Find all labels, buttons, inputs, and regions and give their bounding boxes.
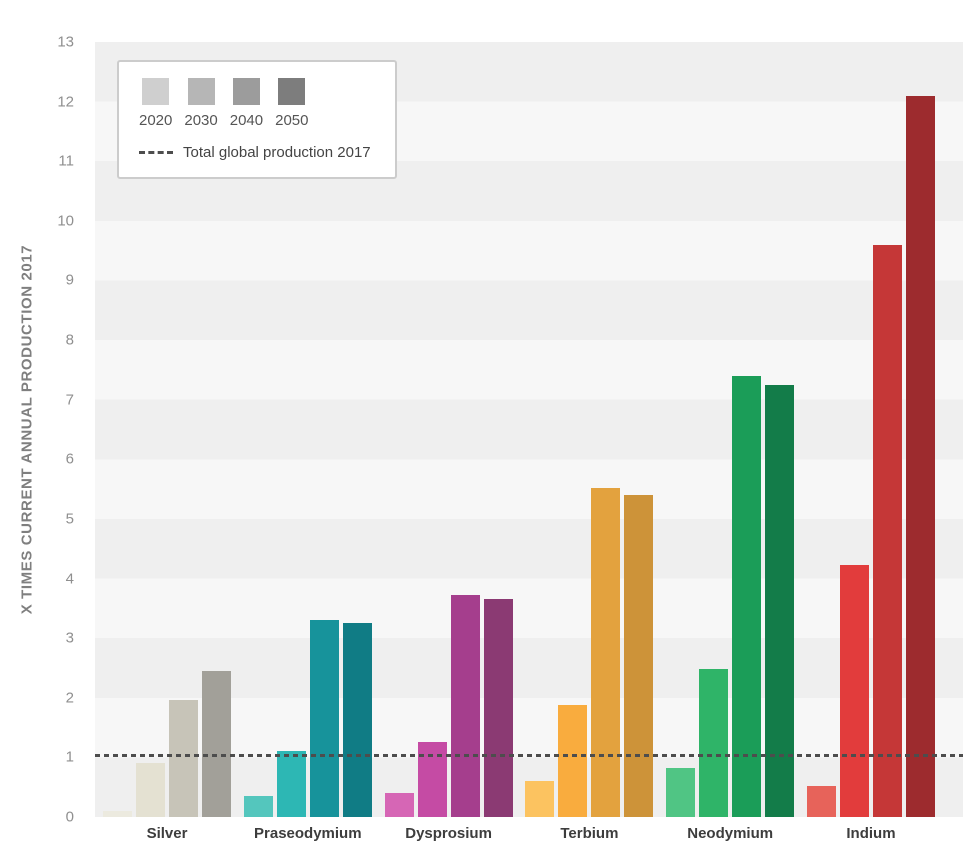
bar-silver-2050	[202, 670, 231, 817]
bar-terbium-2050	[624, 495, 654, 817]
bar-neodymium-2020	[666, 768, 696, 817]
bar-indium-2030	[839, 565, 869, 817]
legend: 2020 2030 2040 2050 Total global product…	[117, 60, 397, 179]
bar-dysprosium-2050	[483, 599, 513, 817]
bar-group-indium	[806, 42, 935, 817]
bar-terbium-2040	[591, 487, 621, 817]
legend-swatch-2050-icon	[278, 78, 306, 105]
bar-group-neodymium	[666, 42, 795, 817]
bar-neodymium-2040	[732, 375, 762, 817]
y-tick-label: 9	[65, 271, 74, 289]
bar-indium-2020	[806, 786, 836, 817]
bar-silver-2040	[169, 699, 198, 817]
x-category-label-indium: Indium	[846, 825, 896, 842]
y-tick-label: 4	[65, 570, 74, 588]
bar-indium-2040	[872, 244, 902, 817]
y-tick-label: 8	[65, 331, 74, 349]
y-tick-label: 0	[65, 808, 74, 826]
legend-year-label: 2020	[139, 112, 173, 129]
bar-silver-2020	[103, 811, 132, 817]
legend-year-2020: 2020	[139, 78, 172, 129]
x-category-label-silver: Silver	[146, 825, 188, 842]
x-category-label-dysprosium: Dysprosium	[405, 825, 492, 842]
y-tick-label: 1	[65, 748, 74, 766]
legend-reference-row: Total global production 2017	[139, 144, 371, 161]
legend-year-label: 2030	[184, 112, 218, 129]
bar-praseodymium-2040	[309, 620, 339, 817]
y-tick-label: 5	[65, 510, 74, 528]
legend-year-label: 2040	[229, 112, 264, 129]
x-category-label-praseodymium: Praseodymium	[254, 825, 362, 842]
bar-dysprosium-2020	[384, 793, 414, 817]
legend-swatch-2040-icon	[232, 78, 260, 105]
x-category-label-neodymium: Neodymium	[687, 825, 774, 842]
y-tick-label: 3	[65, 629, 74, 647]
bar-group-dysprosium	[384, 42, 513, 817]
legend-year-2050: 2050	[275, 78, 309, 129]
dashed-line-icon	[139, 151, 173, 154]
bar-neodymium-2030	[699, 669, 729, 817]
legend-swatch-2030-icon	[187, 78, 215, 105]
reference-line	[95, 754, 963, 758]
y-tick-label: 2	[65, 689, 74, 707]
bar-dysprosium-2040	[450, 595, 480, 817]
legend-year-label: 2050	[275, 112, 309, 129]
y-tick-label: 10	[57, 212, 74, 230]
y-tick-label: 13	[57, 33, 74, 51]
x-category-label-terbium: Terbium	[560, 825, 619, 842]
bar-praseodymium-2030	[276, 751, 306, 817]
y-tick-label: 12	[57, 93, 74, 111]
bar-group-silver	[103, 42, 231, 817]
bar-silver-2030	[136, 763, 165, 817]
x-axis: Silver Praseodymium Dysprosium Terbium Neody…	[103, 825, 935, 842]
bar-group-terbium	[525, 42, 654, 817]
bar-indium-2050	[905, 95, 935, 817]
y-tick-label: 6	[65, 450, 74, 468]
bar-group-praseodymium	[243, 42, 372, 817]
bar-praseodymium-2020	[243, 796, 273, 817]
legend-years-row: 2020 2030 2040 2050	[139, 78, 371, 129]
bar-terbium-2030	[558, 704, 588, 817]
legend-year-2040: 2040	[230, 78, 263, 129]
y-axis: 0 1 2 3 4 5 6 7 8 9 10 11 12 13	[0, 35, 88, 825]
y-tick-label: 7	[65, 391, 74, 409]
legend-reference-label: Total global production 2017	[183, 144, 371, 161]
y-tick-label: 11	[58, 152, 74, 170]
bar-praseodymium-2050	[342, 623, 372, 817]
plot-area: 2020 2030 2040 2050 Total global product…	[95, 42, 963, 817]
bar-terbium-2020	[525, 781, 555, 817]
legend-year-2030: 2030	[184, 78, 218, 129]
legend-swatch-2020-icon	[142, 78, 170, 105]
bar-neodymium-2050	[765, 384, 795, 817]
